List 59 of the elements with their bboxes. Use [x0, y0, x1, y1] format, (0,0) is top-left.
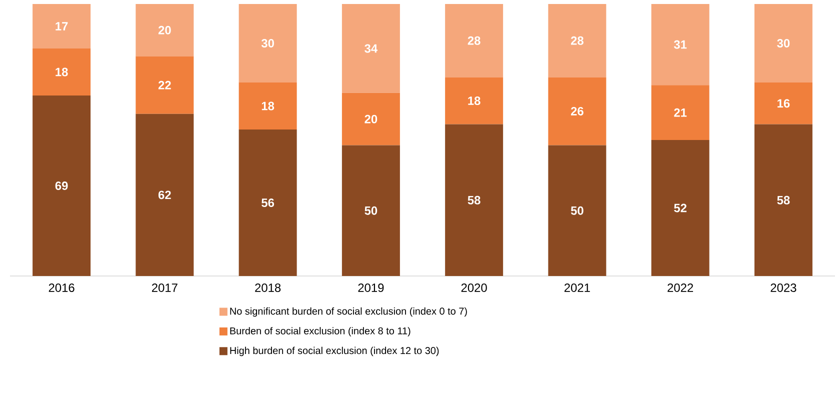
bar — [136, 4, 194, 56]
data-label: 16 — [778, 99, 790, 108]
data-label: 50 — [364, 206, 378, 215]
data-label: 20 — [158, 26, 171, 34]
data-label: 18 — [468, 96, 480, 105]
x-tick-label: 2019 — [358, 284, 384, 292]
x-tick-label: 2020 — [461, 284, 487, 292]
data-label: 58 — [777, 196, 790, 204]
data-label: 58 — [468, 196, 480, 204]
data-label: 17 — [56, 22, 68, 30]
bar — [342, 145, 400, 276]
data-label: 30 — [261, 38, 274, 48]
legend-label: Burden of social exclusion (index 8 to 11) — [230, 327, 410, 336]
bar — [651, 140, 710, 276]
bar — [238, 130, 297, 276]
bar — [238, 82, 297, 130]
x-tick-label: 2021 — [564, 284, 590, 292]
bar — [342, 4, 400, 93]
bar — [754, 82, 812, 124]
bar — [548, 4, 606, 78]
data-label: 56 — [262, 198, 274, 207]
bar — [651, 85, 710, 140]
x-tick-label: 2022 — [668, 284, 694, 292]
data-label: 18 — [56, 68, 68, 76]
x-tick-label: 2023 — [770, 284, 796, 292]
x-tick-label: 2016 — [48, 284, 74, 292]
bar — [548, 145, 606, 276]
data-label: 28 — [468, 36, 480, 45]
bar — [238, 4, 297, 82]
data-label: 31 — [674, 40, 687, 49]
data-label: 22 — [158, 80, 171, 90]
bar — [651, 4, 710, 86]
bar — [548, 77, 606, 146]
bar — [445, 77, 504, 124]
data-label: 69 — [55, 182, 68, 190]
data-label: 50 — [570, 206, 584, 215]
bar — [32, 4, 91, 48]
bar — [754, 124, 812, 276]
data-label: 21 — [674, 108, 687, 117]
bar — [754, 4, 812, 82]
bar — [136, 56, 194, 114]
data-label: 34 — [364, 44, 378, 53]
bar — [445, 124, 504, 276]
x-tick-label: 2018 — [255, 284, 281, 292]
data-label: 18 — [262, 102, 274, 110]
bar — [342, 92, 400, 146]
bar — [32, 48, 91, 96]
data-label: 28 — [570, 36, 584, 45]
legend-label: High burden of social exclusion (index 12 to 30) — [230, 346, 439, 356]
data-label: 62 — [158, 190, 171, 200]
bar — [445, 4, 504, 78]
legend-label: No significant burden of social exclusion (index 0 to 7) — [230, 307, 467, 317]
x-tick-label: 2017 — [152, 284, 178, 292]
data-label: 26 — [570, 107, 584, 116]
bar — [32, 96, 91, 276]
bar — [136, 114, 194, 276]
data-label: 52 — [674, 204, 686, 212]
data-label: 20 — [364, 114, 378, 124]
data-label: 30 — [777, 38, 790, 48]
